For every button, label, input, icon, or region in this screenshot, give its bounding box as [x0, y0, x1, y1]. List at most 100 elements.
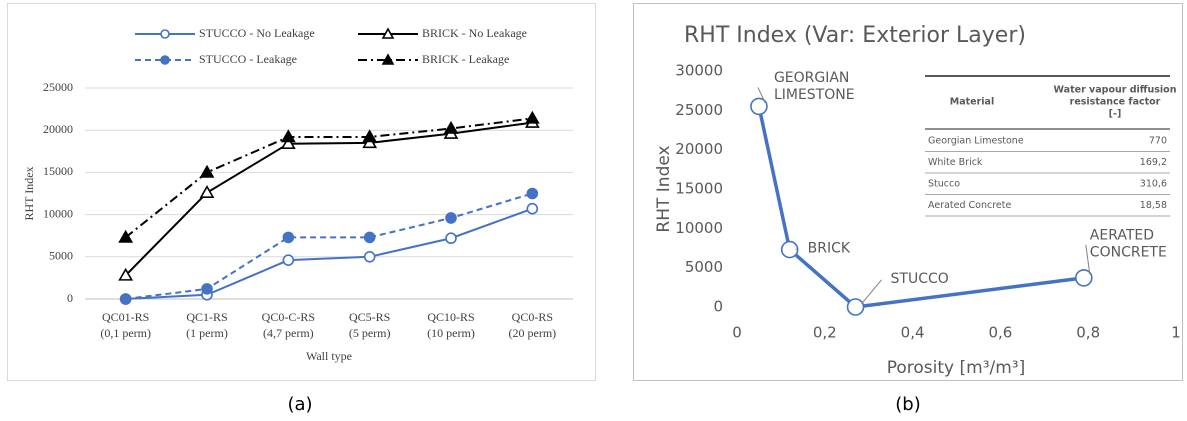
chart-a: 0 5000 10000 15000 20000 25000 QC01-RS (0,1 per… [22, 26, 573, 363]
chart-b: RHT Index (Var: Exterior Layer) 0 5000 1000… [654, 23, 1181, 378]
table-header: resistance factor [1070, 97, 1161, 108]
x-tick-label: (20 perm) [509, 326, 557, 340]
x-tick-label: QC10-RS [427, 310, 474, 324]
marker [750, 97, 768, 116]
series-line [125, 207, 533, 300]
marker [445, 212, 457, 224]
marker [443, 120, 459, 134]
table-cell: Georgian Limestone [928, 136, 1024, 147]
marker [846, 298, 865, 316]
panel-b-border [633, 3, 1183, 381]
marker [280, 136, 296, 150]
x-tick-label: QC0-RS [512, 310, 553, 324]
point-label: GEORGIAN [774, 70, 849, 86]
caption: (a) [287, 394, 312, 415]
leader-line [1085, 244, 1091, 275]
point-label: BRICK [808, 241, 851, 257]
chart-title: RHT Index (Var: Exterior Layer) [684, 23, 1026, 48]
x-axis-label: Porosity [m³/m³] [887, 358, 1026, 378]
y-tick-label: 30000 [675, 62, 723, 80]
y-tick-label: 25000 [675, 101, 723, 119]
legend-label: BRICK - No Leakage [422, 26, 527, 40]
table-cell: 169,2 [1140, 157, 1167, 168]
leader-line [795, 248, 798, 251]
y-axis-label: RHT Index [22, 166, 36, 220]
y-tick-label: 20000 [675, 140, 723, 158]
marker [118, 267, 134, 281]
point-label: AERATED [1090, 227, 1154, 243]
point-label: CONCRETE [1090, 244, 1167, 260]
x-tick-label: (1 perm) [186, 326, 228, 340]
marker [526, 187, 539, 200]
panel-a-border [7, 3, 596, 381]
marker [119, 293, 132, 305]
marker [199, 164, 215, 178]
y-tick-label: 15000 [43, 164, 73, 178]
y-tick-label: 0 [713, 298, 723, 316]
x-tick-label: QC5-RS [349, 310, 390, 324]
legend-marker [381, 27, 395, 39]
legend-marker [160, 29, 170, 39]
x-tick-label: (10 perm) [427, 326, 475, 340]
y-tick-label: 15000 [675, 180, 723, 198]
x-tick-label: 0,2 [813, 324, 837, 342]
y-tick-label: 10000 [675, 219, 723, 237]
table-cell: Stucco [928, 179, 960, 190]
marker [280, 129, 296, 143]
series-line [124, 121, 533, 277]
y-tick-label: 20000 [43, 122, 73, 136]
x-tick-label: (5 perm) [349, 326, 391, 340]
x-tick-label: 0,8 [1076, 324, 1100, 342]
marker [282, 254, 295, 266]
x-tick-label: 0,4 [901, 324, 925, 342]
legend-marker [381, 53, 395, 65]
x-tick-label: QC1-RS [186, 310, 227, 324]
caption: (b) [895, 394, 920, 415]
y-tick-label: 0 [67, 291, 73, 305]
y-axis-label: RHT Index [654, 145, 674, 232]
series-line [125, 117, 533, 239]
marker [780, 240, 799, 259]
legend-label: STUCCO - Leakage [199, 52, 297, 66]
y-tick-label: 25000 [43, 80, 73, 94]
marker [118, 229, 134, 243]
table-cell: 18,58 [1140, 200, 1167, 211]
point-label: STUCCO [891, 271, 949, 287]
y-tick-label: 5000 [49, 249, 73, 263]
marker [363, 250, 376, 263]
y-tick-label: 5000 [685, 258, 723, 276]
marker [201, 283, 213, 295]
x-tick-label: (0,1 perm) [100, 326, 151, 340]
table-header: Water vapour diffusion [1054, 85, 1177, 96]
marker [362, 129, 378, 143]
leader-line [861, 279, 882, 305]
marker [526, 202, 539, 215]
table-cell: White Brick [928, 157, 983, 168]
legend-label: STUCCO - No Leakage [199, 26, 315, 40]
marker [445, 232, 457, 245]
y-tick-label: 10000 [43, 206, 73, 220]
leader-line [757, 87, 766, 103]
x-tick-label: QC0-C-RS [262, 310, 315, 324]
marker [1075, 269, 1093, 287]
point-label: LIMESTONE [774, 87, 855, 103]
table-cell: Aerated Concrete [928, 200, 1011, 211]
table-cell: 310,6 [1140, 179, 1167, 190]
x-tick-label: 1 [1171, 324, 1181, 342]
series-line [125, 192, 533, 300]
x-axis-label: Wall type [306, 349, 352, 363]
marker [199, 185, 215, 198]
table-header: [-] [1109, 109, 1122, 120]
x-tick-label: 0 [732, 324, 742, 342]
legend-label: BRICK - Leakage [422, 52, 509, 66]
x-tick-label: 0,6 [988, 324, 1012, 342]
x-tick-label: (4,7 perm) [263, 326, 314, 340]
series-line [757, 106, 1085, 309]
table-header: Material [950, 97, 994, 108]
marker [524, 110, 540, 124]
x-tick-label: QC01-RS [102, 310, 149, 324]
marker [282, 231, 295, 244]
legend-marker [160, 55, 170, 65]
table-cell: 770 [1149, 136, 1167, 147]
